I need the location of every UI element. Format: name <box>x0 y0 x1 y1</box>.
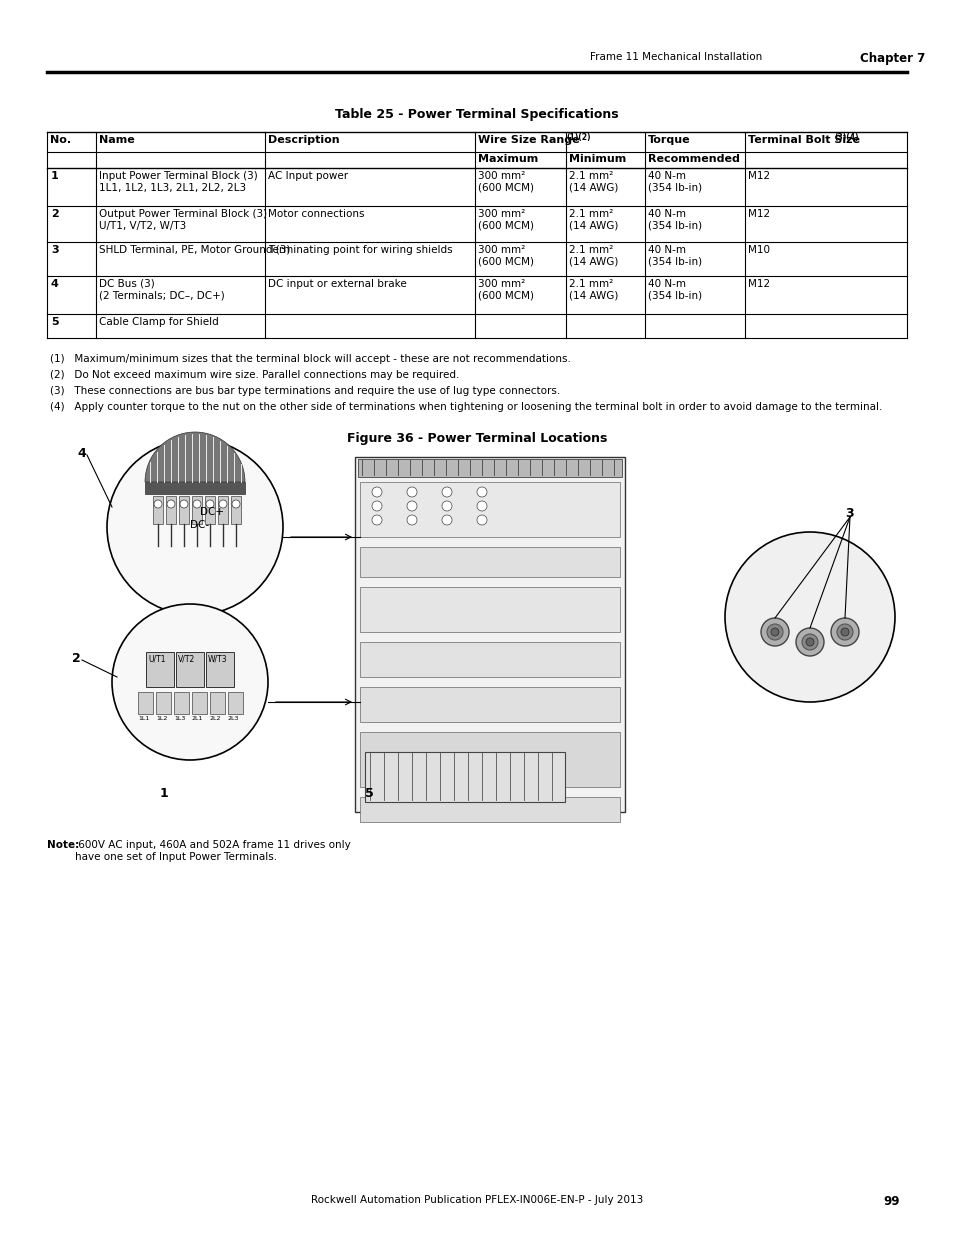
Text: Table 25 - Power Terminal Specifications: Table 25 - Power Terminal Specifications <box>335 107 618 121</box>
Text: 40 N-m
(354 lb-in): 40 N-m (354 lb-in) <box>647 245 701 267</box>
Text: 3: 3 <box>51 245 58 254</box>
Bar <box>138 692 152 714</box>
Circle shape <box>219 500 227 508</box>
Text: 3: 3 <box>844 508 853 520</box>
Wedge shape <box>145 432 245 482</box>
Text: (3)   These connections are bus bar type terminations and require the use of lug: (3) These connections are bus bar type t… <box>50 387 559 396</box>
Bar <box>231 496 241 524</box>
Circle shape <box>153 500 162 508</box>
Text: Terminal Bolt Size: Terminal Bolt Size <box>747 135 863 144</box>
Circle shape <box>407 501 416 511</box>
Circle shape <box>193 500 201 508</box>
Bar <box>205 496 214 524</box>
Bar <box>359 587 619 632</box>
Text: Recommended: Recommended <box>647 154 740 164</box>
Text: Frame 11 Mechanical Installation: Frame 11 Mechanical Installation <box>589 52 761 62</box>
Bar <box>359 547 619 577</box>
Bar <box>175 652 204 687</box>
Circle shape <box>441 501 452 511</box>
Bar <box>145 482 245 494</box>
Text: 1L2: 1L2 <box>156 716 167 721</box>
Bar <box>192 692 207 714</box>
Text: No.: No. <box>50 135 71 144</box>
Circle shape <box>841 629 848 636</box>
Circle shape <box>830 618 858 646</box>
Text: U/T1: U/T1 <box>148 655 165 664</box>
Text: Cable Clamp for Shield: Cable Clamp for Shield <box>99 317 218 327</box>
Text: M12: M12 <box>747 279 769 289</box>
Circle shape <box>795 629 823 656</box>
Text: 2L1: 2L1 <box>192 716 203 721</box>
Text: Output Power Terminal Block (3)
U/T1, V/T2, W/T3: Output Power Terminal Block (3) U/T1, V/… <box>99 209 267 231</box>
Text: W/T3: W/T3 <box>208 655 228 664</box>
Text: Input Power Terminal Block (3)
1L1, 1L2, 1L3, 2L1, 2L2, 2L3: Input Power Terminal Block (3) 1L1, 1L2,… <box>99 170 257 193</box>
Text: (1)(2): (1)(2) <box>565 133 590 142</box>
Circle shape <box>441 487 452 496</box>
Circle shape <box>724 532 894 701</box>
Text: DC-: DC- <box>190 520 209 530</box>
Circle shape <box>766 624 782 640</box>
Circle shape <box>805 638 813 646</box>
Bar <box>152 496 163 524</box>
Bar <box>228 692 243 714</box>
Bar <box>179 496 189 524</box>
Text: 2.1 mm²
(14 AWG): 2.1 mm² (14 AWG) <box>568 245 618 267</box>
Bar <box>146 652 173 687</box>
Bar <box>210 692 225 714</box>
Bar <box>359 482 619 537</box>
Text: Maximum: Maximum <box>477 154 537 164</box>
Bar <box>206 652 233 687</box>
Text: Torque: Torque <box>647 135 690 144</box>
Circle shape <box>441 515 452 525</box>
Circle shape <box>372 515 381 525</box>
Text: Note:: Note: <box>47 840 79 850</box>
Text: AC Input power: AC Input power <box>268 170 348 182</box>
Text: 1: 1 <box>51 170 59 182</box>
Circle shape <box>476 515 486 525</box>
Text: 2: 2 <box>51 209 59 219</box>
Text: 2: 2 <box>71 652 81 664</box>
Bar <box>166 496 175 524</box>
Text: M10: M10 <box>747 245 769 254</box>
Circle shape <box>107 438 283 615</box>
Circle shape <box>180 500 188 508</box>
Text: Rockwell Automation Publication PFLEX-IN006E-EN-P - July 2013: Rockwell Automation Publication PFLEX-IN… <box>311 1195 642 1205</box>
Text: 40 N-m
(354 lb-in): 40 N-m (354 lb-in) <box>647 209 701 231</box>
Text: 2.1 mm²
(14 AWG): 2.1 mm² (14 AWG) <box>568 170 618 193</box>
Circle shape <box>407 515 416 525</box>
Circle shape <box>476 487 486 496</box>
Text: Wire Size Range: Wire Size Range <box>477 135 583 144</box>
Bar <box>359 642 619 677</box>
Text: 300 mm²
(600 MCM): 300 mm² (600 MCM) <box>477 209 534 231</box>
Bar <box>156 692 171 714</box>
Bar <box>359 797 619 823</box>
Text: Minimum: Minimum <box>568 154 625 164</box>
Text: 1: 1 <box>160 787 169 800</box>
Bar <box>173 692 189 714</box>
Text: 2.1 mm²
(14 AWG): 2.1 mm² (14 AWG) <box>568 209 618 231</box>
Text: DC+: DC+ <box>200 508 224 517</box>
Text: M12: M12 <box>747 170 769 182</box>
Text: (3)(4): (3)(4) <box>833 133 858 142</box>
Text: DC input or external brake: DC input or external brake <box>268 279 406 289</box>
Text: V/T2: V/T2 <box>178 655 195 664</box>
Text: DC Bus (3)
(2 Terminals; DC–, DC+): DC Bus (3) (2 Terminals; DC–, DC+) <box>99 279 225 300</box>
Circle shape <box>167 500 174 508</box>
Circle shape <box>407 487 416 496</box>
Text: Chapter 7: Chapter 7 <box>859 52 924 65</box>
Circle shape <box>372 487 381 496</box>
Circle shape <box>476 501 486 511</box>
Bar <box>357 459 621 477</box>
Text: 2L3: 2L3 <box>228 716 239 721</box>
Text: 5: 5 <box>365 787 374 800</box>
Text: Motor connections: Motor connections <box>268 209 364 219</box>
Bar <box>192 496 202 524</box>
Circle shape <box>372 501 381 511</box>
Bar <box>359 732 619 787</box>
Text: 600V AC input, 460A and 502A frame 11 drives only
have one set of Input Power Te: 600V AC input, 460A and 502A frame 11 dr… <box>75 840 351 862</box>
Circle shape <box>112 604 268 760</box>
Text: 4: 4 <box>77 447 86 459</box>
Text: (4)   Apply counter torque to the nut on the other side of terminations when tig: (4) Apply counter torque to the nut on t… <box>50 403 882 412</box>
Bar <box>355 457 624 811</box>
Text: 2L2: 2L2 <box>210 716 221 721</box>
